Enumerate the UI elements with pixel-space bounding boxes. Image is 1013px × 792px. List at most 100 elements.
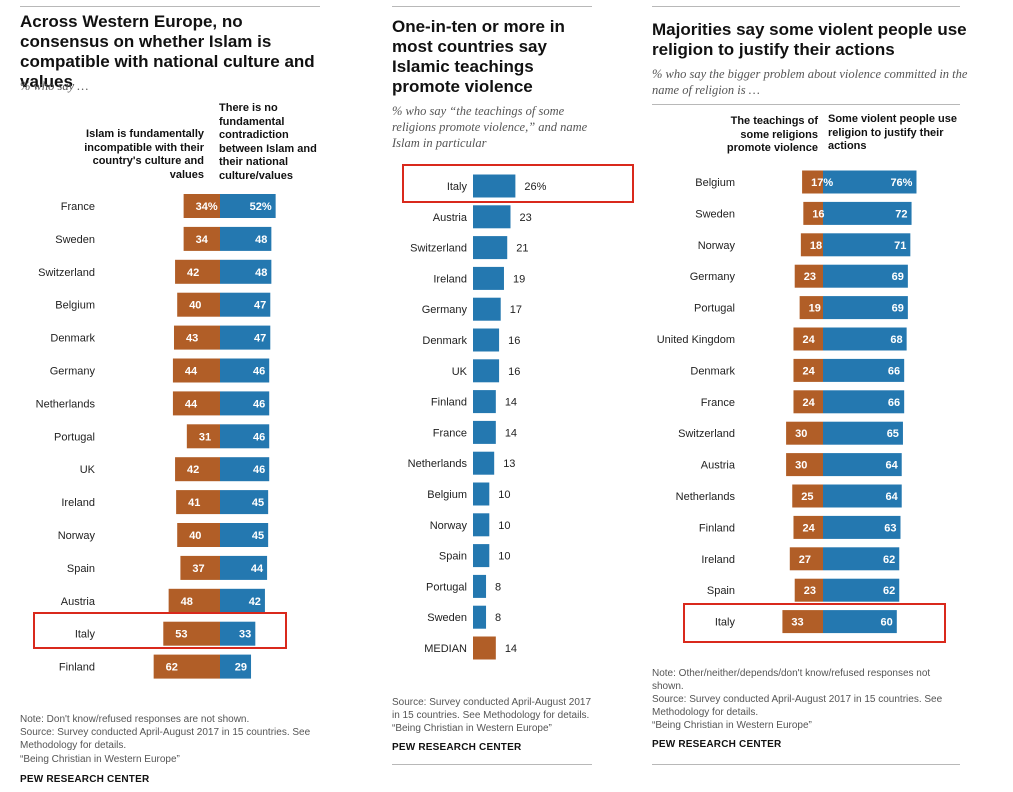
data-label-orange-germany: 23 (804, 271, 816, 283)
category-label-austria: Austria (433, 212, 468, 224)
category-label-sweden: Sweden (427, 612, 467, 624)
category-label-belgium: Belgium (427, 489, 467, 501)
data-label-orange-austria: 30 (795, 460, 807, 472)
pew-credit: PEW RESEARCH CENTER (652, 739, 782, 750)
bar-orange-portugal (799, 296, 823, 320)
data-label-orange-france: 34% (196, 201, 218, 213)
data-label-orange-united-kingdom: 24 (802, 334, 815, 346)
data-label-orange-austria: 48 (181, 596, 193, 608)
bar-blue-spain (220, 555, 268, 580)
category-label-switzerland: Switzerland (410, 243, 467, 255)
category-label-portugal: Portugal (54, 431, 95, 443)
category-label-norway: Norway (58, 530, 96, 542)
data-label-blue-ireland: 62 (883, 554, 895, 566)
bar-orange-uk (175, 457, 220, 482)
bar-orange-finland (153, 654, 220, 679)
category-label-germany: Germany (50, 366, 96, 378)
data-label-orange-belgium: 17% (811, 177, 833, 189)
category-label-spain: Spain (67, 563, 95, 575)
category-label-sweden: Sweden (695, 208, 735, 220)
pew-credit: PEW RESEARCH CENTER (392, 742, 522, 753)
data-label-blue-uk: 46 (253, 464, 265, 476)
data-label-orange-uk: 42 (187, 464, 199, 476)
data-label-median: 14 (505, 643, 517, 655)
bar-blue-finland (220, 654, 252, 679)
data-label-orange-norway: 18 (810, 240, 822, 252)
bar-orange-united-kingdom (793, 327, 823, 351)
bar-austria (473, 205, 511, 229)
bar-sweden (473, 605, 487, 629)
data-label-netherlands: 13 (503, 458, 515, 470)
data-label-germany: 17 (510, 304, 522, 316)
data-label-spain: 10 (498, 551, 510, 563)
bar-belgium (473, 482, 490, 506)
data-label-blue-switzerland: 48 (255, 267, 267, 279)
category-label-denmark: Denmark (50, 333, 95, 345)
bar-orange-sweden (803, 201, 823, 225)
chart-report: “Being Christian in Western Europe” (392, 723, 552, 734)
data-label-italy: 26% (524, 181, 546, 193)
category-label-ireland: Ireland (61, 497, 95, 509)
bar-orange-germany (172, 358, 220, 383)
data-label-france: 14 (505, 427, 517, 439)
data-label-orange-denmark: 43 (186, 333, 198, 345)
data-label-uk: 16 (508, 366, 520, 378)
data-label-orange-italy: 33 (791, 617, 803, 629)
category-label-belgium: Belgium (695, 177, 735, 189)
data-label-blue-norway: 45 (252, 530, 264, 542)
category-label-uk: UK (452, 366, 468, 378)
legend-teachings: The teachings of some religions promote … (726, 115, 818, 154)
bar-orange-austria (786, 453, 823, 477)
bar-blue-italy (220, 621, 256, 646)
bar-blue-belgium (823, 170, 917, 194)
data-label-blue-france: 66 (888, 397, 900, 409)
category-label-portugal: Portugal (426, 581, 467, 593)
data-label-blue-italy: 33 (239, 629, 251, 641)
category-label-united-kingdom: United Kingdom (657, 334, 735, 346)
data-label-orange-spain: 23 (804, 585, 816, 597)
category-label-austria: Austria (701, 460, 736, 472)
panel-violence-islam: One-in-ten or more in most countries say… (380, 0, 634, 792)
data-label-austria: 23 (519, 212, 531, 224)
category-label-norway: Norway (698, 240, 736, 252)
bar-norway (473, 513, 490, 537)
category-label-germany: Germany (422, 304, 468, 316)
data-label-blue-spain: 62 (883, 585, 895, 597)
data-label-orange-norway: 40 (189, 530, 201, 542)
bar-germany (473, 297, 501, 321)
category-label-norway: Norway (430, 520, 468, 532)
data-label-ireland: 19 (513, 273, 525, 285)
bar-blue-ireland (220, 490, 269, 515)
legend-no-contradiction: There is no fundamental contradiction be… (219, 102, 317, 182)
data-label-orange-italy: 53 (175, 629, 187, 641)
chart-violence-islam: Italy 26% Austria 23 Switzerland 21 Ireland 19 G… (408, 174, 547, 660)
category-label-ireland: Ireland (701, 554, 735, 566)
data-label-orange-germany: 44 (185, 366, 198, 378)
top-rule (20, 6, 320, 7)
data-label-orange-netherlands: 25 (801, 491, 813, 503)
bar-orange-denmark (793, 358, 823, 382)
bar-orange-ireland (789, 547, 823, 571)
data-label-orange-portugal: 19 (809, 303, 821, 315)
bar-orange-denmark (173, 325, 220, 350)
bar-netherlands (473, 451, 495, 475)
category-label-denmark: Denmark (690, 365, 735, 377)
chart-report: “Being Christian in Western Europe” (20, 754, 180, 765)
bar-blue-spain (823, 578, 900, 602)
data-label-blue-germany: 69 (892, 271, 904, 283)
bar-blue-united-kingdom (823, 327, 907, 351)
bar-uk (473, 359, 500, 383)
category-label-finland: Finland (431, 397, 467, 409)
bar-median (473, 636, 496, 660)
data-label-orange-switzerland: 30 (795, 428, 807, 440)
chart-title: One-in-ten or more in most countries say… (392, 17, 565, 96)
bar-orange-spain (794, 578, 823, 602)
chart-note: Note: Don't know/refused responses are n… (20, 714, 250, 725)
data-label-orange-switzerland: 42 (187, 267, 199, 279)
data-label-blue-spain: 44 (251, 563, 264, 575)
category-label-denmark: Denmark (422, 335, 467, 347)
chart-note: Note: Other/neither/depends/don't know/r… (652, 668, 931, 692)
bar-blue-finland (823, 515, 901, 539)
bar-blue-portugal (823, 296, 908, 320)
bar-blue-austria (823, 453, 902, 477)
